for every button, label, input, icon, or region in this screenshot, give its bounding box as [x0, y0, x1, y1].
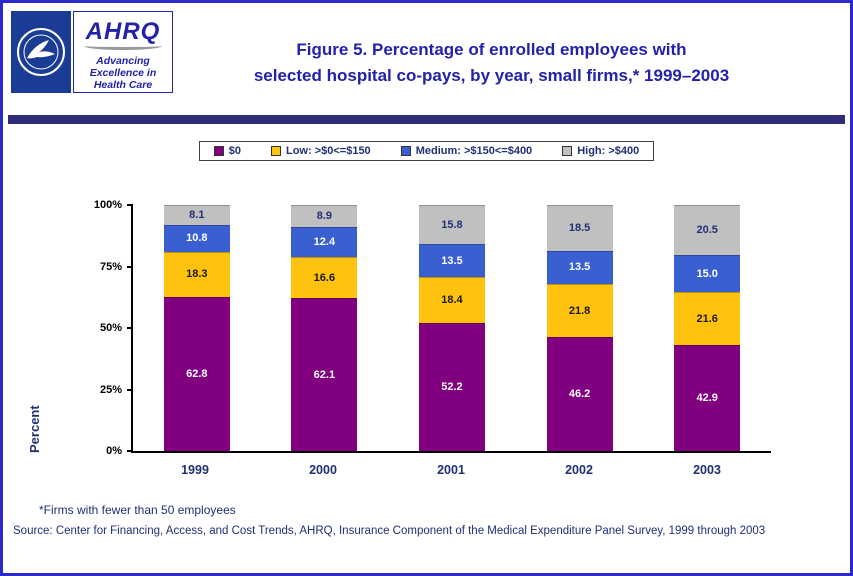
- bar-segment: 62.8: [163, 296, 230, 451]
- x-axis-label: 2003: [693, 463, 721, 477]
- figure-title-line1: Figure 5. Percentage of enrolled employe…: [296, 40, 687, 59]
- y-tick-mark: [127, 327, 133, 329]
- plot: 62.8 18.3 10.8 8.1 62.1 16.6 12.4 8.9 52.2 18.4 13…: [94, 199, 771, 457]
- bar-segment: 52.2: [418, 322, 485, 451]
- hhs-seal-logo: [11, 11, 71, 93]
- bar-slot: 46.2 21.8 13.5 18.5: [516, 205, 644, 451]
- footnote: *Firms with fewer than 50 employees: [39, 503, 236, 517]
- stacked-bar-2001: 52.2 18.4 13.5 15.8: [418, 205, 485, 451]
- chart-region: Percent 62.8 18.3 10.8 8.1 62.1 16.6 12.4 8.9 52…: [27, 199, 771, 457]
- y-tick-mark: [127, 450, 133, 452]
- legend-label: $0: [228, 145, 241, 157]
- stacked-bar-2003: 42.9 21.6 15.0 20.5: [674, 205, 741, 451]
- y-tick-label: 0%: [106, 445, 122, 457]
- y-tick-label: 75%: [99, 260, 122, 273]
- bar-segment: 15.0: [674, 255, 741, 293]
- ahrq-swoosh-icon: [84, 42, 162, 50]
- ahrq-tagline-line3: Health Care: [93, 79, 153, 92]
- ahrq-tagline-line1: Advancing: [96, 55, 150, 67]
- bar-segment: 12.4: [291, 226, 358, 258]
- x-axis-label: 2002: [565, 463, 593, 477]
- legend-swatch-icon: [270, 146, 281, 156]
- bar-slot: 42.9 21.6 15.0 20.5: [643, 205, 771, 451]
- bar-slot: 52.2 18.4 13.5 15.8: [388, 205, 516, 451]
- ahrq-logo-word: AHRQ: [85, 18, 161, 45]
- legend-label: Low: >$0<=$150: [285, 145, 371, 157]
- y-tick-label: 100%: [93, 199, 122, 211]
- stacked-bar-2002: 46.2 21.8 13.5 18.5: [546, 205, 613, 451]
- bar-segment: 46.2: [546, 337, 613, 451]
- bar-segment: 20.5: [674, 205, 741, 256]
- legend-label: High: >$400: [577, 145, 640, 157]
- figure-title-line2: selected hospital co-pays, by year, smal…: [253, 66, 730, 86]
- legend-item: Low: >$0<=$150: [270, 145, 371, 157]
- bars: 62.8 18.3 10.8 8.1 62.1 16.6 12.4 8.9 52.2 18.4 13…: [133, 205, 771, 451]
- x-axis-label: 2000: [309, 463, 337, 477]
- bar-segment: 13.5: [418, 244, 485, 278]
- legend-swatch-icon: [400, 146, 411, 156]
- stacked-bar-2000: 62.1 16.6 12.4 8.9: [291, 205, 358, 451]
- bar-segment: 21.6: [674, 292, 741, 346]
- bar-segment: 18.3: [163, 251, 230, 297]
- bar-slot: 62.8 18.3 10.8 8.1: [133, 205, 261, 451]
- figure-title: Figure 5. Percentage of enrolled employe…: [173, 37, 810, 90]
- bar-segment: 62.1: [291, 298, 358, 451]
- bar-segment: 13.5: [546, 250, 613, 284]
- ahrq-tagline-line2: Excellence in: [89, 67, 157, 80]
- y-tick-mark: [127, 388, 133, 391]
- y-tick-mark: [127, 204, 133, 206]
- legend-item: $0: [213, 145, 241, 157]
- bar-segment: 10.8: [163, 224, 230, 252]
- legend-swatch-icon: [213, 146, 224, 156]
- bar-segment: 18.4: [418, 277, 485, 323]
- y-axis-title: Percent: [27, 405, 42, 453]
- y-tick-label: 50%: [99, 322, 122, 334]
- bar-segment: 15.8: [418, 205, 485, 245]
- x-axis-labels: 1999 2000 2001 2002 2003: [131, 463, 771, 477]
- legend-item: Medium: >$150<=$400: [400, 145, 533, 157]
- bar-segment: 16.6: [291, 257, 358, 299]
- source-note: Source: Center for Financing, Access, an…: [13, 525, 766, 537]
- ahrq-logo: AHRQ Advancing Excellence in Health Care: [73, 11, 173, 93]
- ahrq-tagline: Advancing Excellence in Health Care: [90, 55, 157, 91]
- hhs-eagle-icon: [17, 28, 65, 76]
- bar-segment: 42.9: [674, 345, 741, 451]
- y-tick-label: 25%: [99, 383, 122, 396]
- legend-swatch-icon: [562, 146, 573, 156]
- logos: AHRQ Advancing Excellence in Health Care: [11, 11, 173, 93]
- y-tick-mark: [127, 265, 133, 268]
- legend-item: High: >$400: [562, 145, 639, 157]
- bar-slot: 62.1 16.6 12.4 8.9: [261, 205, 389, 451]
- legend: $0 Low: >$0<=$150 Medium: >$150<=$400 High:…: [198, 141, 655, 161]
- title-wrap: Figure 5. Percentage of enrolled employe…: [173, 11, 840, 90]
- bar-segment: 21.8: [546, 283, 613, 338]
- bar-segment: 8.9: [291, 205, 358, 227]
- stacked-bar-1999: 62.8 18.3 10.8 8.1: [163, 205, 230, 451]
- bar-segment: 8.1: [163, 205, 230, 225]
- bar-segment: 18.5: [546, 205, 613, 251]
- legend-label: Medium: >$150<=$400: [415, 145, 533, 157]
- header: AHRQ Advancing Excellence in Health Care…: [3, 3, 850, 109]
- x-axis-label: 2001: [437, 463, 465, 477]
- x-axis-label: 1999: [181, 463, 209, 477]
- header-divider-bar: [8, 115, 845, 124]
